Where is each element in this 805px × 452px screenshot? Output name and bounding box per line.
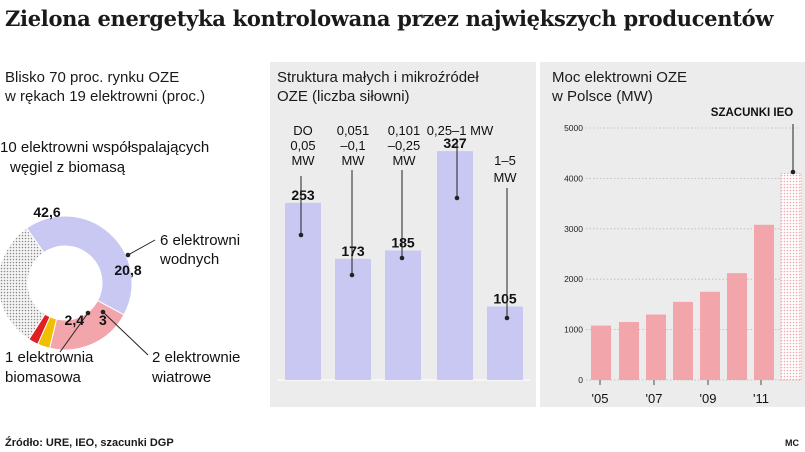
donut-category-label: 6 elektrowni — [160, 232, 240, 249]
capacity-bar — [754, 224, 774, 380]
donut-category-label: węgiel z biomasą — [9, 159, 126, 176]
capacity-bar — [591, 325, 611, 380]
bar-category-label: MW — [493, 170, 517, 185]
bar-mark — [285, 202, 321, 380]
donut-leader-line — [127, 239, 156, 256]
donut-leader-dot — [125, 252, 131, 258]
capacity-bar — [700, 291, 720, 380]
source-note: Źródło: URE, IEO, szacunki DGP — [5, 437, 174, 449]
capacity-bar — [619, 322, 639, 380]
bar-category-label: 0,05 — [290, 138, 315, 153]
bar-value-label: 173 — [341, 243, 365, 259]
bar-category-label: MW — [392, 153, 416, 168]
donut-value-label: 2,4 — [65, 312, 85, 328]
donut-leader-line — [102, 311, 149, 356]
bar-subtitle: Struktura małych i mikroźródeł OZE (licz… — [277, 68, 479, 106]
bar-category-label: –0,1 — [340, 138, 365, 153]
capacity-y-tick: 0 — [578, 375, 583, 385]
capacity-bar — [646, 314, 666, 380]
bar-pointer-dot — [454, 195, 460, 201]
bar-category-label: MW — [291, 153, 315, 168]
bar-category-label: 0,101 — [388, 123, 421, 138]
bar-category-label: MW — [341, 153, 365, 168]
capacity-y-tick: 5000 — [564, 123, 583, 133]
bar-mark — [437, 151, 473, 380]
donut-category-label: wodnych — [159, 251, 219, 268]
bar-subtitle-line-2: OZE (liczba siłowni) — [277, 88, 410, 105]
bar-category-label: 0,25–1 MW — [427, 123, 494, 138]
donut-category-label: biomasowa — [5, 369, 82, 386]
bar-category-label: 0,051 — [337, 123, 370, 138]
capacity-y-tick: 4000 — [564, 173, 583, 183]
capacity-x-tick: '11 — [753, 391, 769, 406]
bar-pointer-dot — [504, 315, 510, 321]
line-subtitle-line-2: w Polsce (MW) — [552, 88, 653, 105]
bar-subtitle-line-1: Struktura małych i mikroźródeł — [277, 69, 479, 86]
bar-pointer-dot — [349, 272, 355, 278]
donut-value-label: 3 — [99, 312, 107, 328]
bar-value-label: 327 — [443, 135, 467, 151]
capacity-x-tick: '09 — [700, 391, 717, 406]
donut-value-label: 42,6 — [33, 204, 60, 220]
bar-mark — [385, 250, 421, 380]
donut-subtitle-line-1: Blisko 70 proc. rynku OZE — [5, 69, 180, 86]
bar-pointer-dot — [399, 255, 405, 261]
bar-category-label: DO — [293, 123, 313, 138]
bar-value-label: 253 — [291, 187, 315, 203]
capacity-x-tick: '07 — [646, 391, 663, 406]
capacity-bar — [673, 301, 693, 380]
donut-leader-dot — [100, 309, 106, 315]
bar-pointer-dot — [298, 232, 304, 238]
donut-category-label: 10 elektrowni współspalających — [0, 139, 209, 156]
donut-category-label: 2 elektrownie — [152, 349, 240, 366]
donut-subtitle: Blisko 70 proc. rynku OZE w rękach 19 el… — [5, 68, 205, 106]
capacity-y-tick: 2000 — [564, 274, 583, 284]
line-subtitle: Moc elektrowni OZE w Polsce (MW) — [552, 68, 687, 106]
donut-value-label: 20,8 — [114, 262, 141, 278]
line-subtitle-line-1: Moc elektrowni OZE — [552, 69, 688, 86]
bar-value-label: 105 — [493, 291, 517, 307]
donut-slice — [0, 227, 46, 341]
bar-category-label: –0,25 — [388, 138, 421, 153]
donut-leader-dot — [85, 310, 91, 316]
page-title: Zielona energetyka kontrolowana przez na… — [5, 6, 774, 31]
donut-category-label: wiatrowe — [151, 369, 211, 386]
capacity-annotation-dot — [790, 169, 796, 175]
bar-value-label: 185 — [391, 235, 415, 251]
donut-category-label: 1 elektrownia — [5, 349, 94, 366]
donut-slice — [25, 215, 133, 316]
capacity-y-tick: 1000 — [564, 325, 583, 335]
bar-mark — [335, 258, 371, 380]
capacity-bar-estimate — [780, 172, 802, 381]
capacity-x-tick: '05 — [592, 391, 609, 406]
donut-leader-line — [59, 312, 89, 353]
bar-category-label: 1–5 — [494, 153, 516, 168]
capacity-y-tick: 3000 — [564, 224, 583, 234]
donut-subtitle-line-2: w rękach 19 elektrowni (proc.) — [5, 88, 206, 105]
capacity-annotation: SZACUNKI IEO — [711, 107, 793, 119]
credit-mark: MC — [785, 438, 799, 448]
capacity-bar — [727, 273, 747, 380]
